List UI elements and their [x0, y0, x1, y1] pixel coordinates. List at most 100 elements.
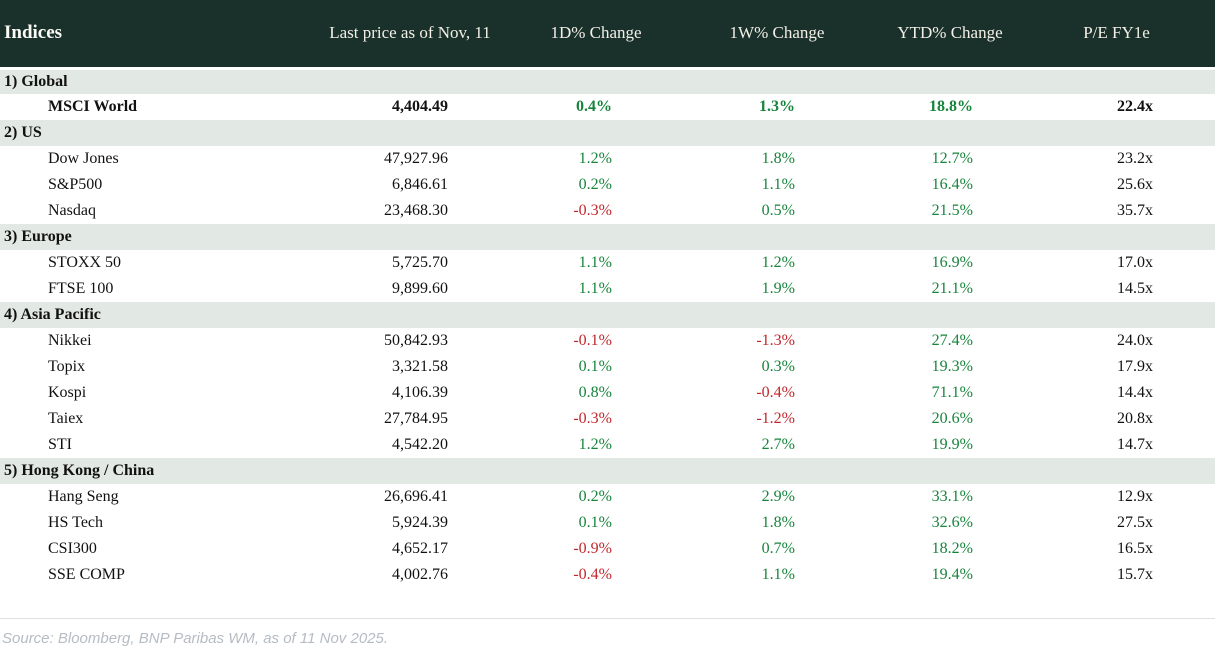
1d-change-cell: 0.8% — [578, 384, 612, 401]
ytd-change-cell: 19.4% — [931, 566, 973, 583]
table-row: S&P500 6,846.61 0.2% 1.1% 16.4% 25.6x — [0, 172, 1215, 198]
table-row: CSI300 4,652.17 -0.9% 0.7% 18.2% 16.5x — [0, 536, 1215, 562]
ytd-change-cell: 19.3% — [931, 358, 973, 375]
index-name-cell: Nasdaq — [48, 202, 96, 219]
1d-change-cell: -0.1% — [573, 332, 612, 349]
pe-fy1e-cell: 25.6x — [1117, 176, 1153, 193]
ytd-change-cell: 18.8% — [929, 98, 973, 115]
column-header-1w-change: 1W% Change — [672, 0, 882, 70]
1w-change-cell: 2.9% — [761, 488, 795, 505]
pe-fy1e-cell: 17.9x — [1117, 358, 1153, 375]
column-header-indices: Indices — [0, 0, 300, 70]
last-price-cell: 23,468.30 — [384, 202, 448, 219]
index-name-cell: Taiex — [48, 410, 84, 427]
table-row: Taiex 27,784.95 -0.3% -1.2% 20.6% 20.8x — [0, 406, 1215, 432]
table-row: Nikkei 50,842.93 -0.1% -1.3% 27.4% 24.0x — [0, 328, 1215, 354]
1d-change-cell: 0.1% — [578, 514, 612, 531]
pe-fy1e-cell: 17.0x — [1117, 254, 1153, 271]
1d-change-cell: 0.2% — [578, 488, 612, 505]
index-name-cell: CSI300 — [48, 540, 97, 557]
table-row: STOXX 50 5,725.70 1.1% 1.2% 16.9% 17.0x — [0, 250, 1215, 276]
1w-change-cell: -1.3% — [756, 332, 795, 349]
section-label: 5) Hong Kong / China — [0, 458, 1215, 484]
last-price-cell: 9,899.60 — [392, 280, 448, 297]
index-name-cell: Nikkei — [48, 332, 92, 349]
column-header-1d-change: 1D% Change — [520, 0, 672, 70]
section-label: 1) Global — [0, 68, 1215, 94]
1d-change-cell: -0.4% — [573, 566, 612, 583]
1w-change-cell: 0.3% — [761, 358, 795, 375]
section-label: 2) US — [0, 120, 1215, 146]
ytd-change-cell: 16.4% — [931, 176, 973, 193]
index-name-cell: S&P500 — [48, 176, 103, 193]
1d-change-cell: 1.2% — [578, 436, 612, 453]
1d-change-cell: 0.2% — [578, 176, 612, 193]
index-name-cell: SSE COMP — [48, 566, 125, 583]
1d-change-cell: -0.3% — [573, 202, 612, 219]
last-price-cell: 27,784.95 — [384, 410, 448, 427]
last-price-cell: 4,002.76 — [392, 566, 448, 583]
column-header-ytd-change: YTD% Change — [882, 0, 1018, 70]
table-row: Dow Jones 47,927.96 1.2% 1.8% 12.7% 23.2x — [0, 146, 1215, 172]
section-row: 1) Global — [0, 68, 1215, 94]
pe-fy1e-cell: 14.7x — [1117, 436, 1153, 453]
1d-change-cell: 1.1% — [578, 280, 612, 297]
ytd-change-cell: 20.6% — [931, 410, 973, 427]
ytd-change-cell: 16.9% — [931, 254, 973, 271]
section-label: 4) Asia Pacific — [0, 302, 1215, 328]
index-name-cell: Dow Jones — [48, 150, 119, 167]
source-note: Source: Bloomberg, BNP Paribas WM, as of… — [0, 618, 1215, 647]
1d-change-cell: 0.1% — [578, 358, 612, 375]
1d-change-cell: 0.4% — [576, 98, 612, 115]
1w-change-cell: 1.2% — [761, 254, 795, 271]
1w-change-cell: 1.3% — [759, 98, 795, 115]
table-row: Nasdaq 23,468.30 -0.3% 0.5% 21.5% 35.7x — [0, 198, 1215, 224]
last-price-cell: 26,696.41 — [384, 488, 448, 505]
last-price-cell: 4,542.20 — [392, 436, 448, 453]
pe-fy1e-cell: 22.4x — [1117, 98, 1153, 115]
pe-fy1e-cell: 35.7x — [1117, 202, 1153, 219]
1d-change-cell: -0.9% — [573, 540, 612, 557]
1w-change-cell: 2.7% — [761, 436, 795, 453]
section-row: 2) US — [0, 120, 1215, 146]
last-price-cell: 50,842.93 — [384, 332, 448, 349]
1d-change-cell: 1.2% — [578, 150, 612, 167]
table-row: STI 4,542.20 1.2% 2.7% 19.9% 14.7x — [0, 432, 1215, 458]
1d-change-cell: -0.3% — [573, 410, 612, 427]
ytd-change-cell: 27.4% — [931, 332, 973, 349]
pe-fy1e-cell: 23.2x — [1117, 150, 1153, 167]
last-price-cell: 3,321.58 — [392, 358, 448, 375]
1w-change-cell: 1.9% — [761, 280, 795, 297]
table-row: Kospi 4,106.39 0.8% -0.4% 71.1% 14.4x — [0, 380, 1215, 406]
pe-fy1e-cell: 24.0x — [1117, 332, 1153, 349]
1w-change-cell: 1.8% — [761, 514, 795, 531]
last-price-cell: 47,927.96 — [384, 150, 448, 167]
index-name-cell: STOXX 50 — [48, 254, 122, 271]
ytd-change-cell: 71.1% — [931, 384, 973, 401]
last-price-cell: 4,106.39 — [392, 384, 448, 401]
pe-fy1e-cell: 16.5x — [1117, 540, 1153, 557]
ytd-change-cell: 33.1% — [931, 488, 973, 505]
1w-change-cell: 0.5% — [761, 202, 795, 219]
ytd-change-cell: 18.2% — [931, 540, 973, 557]
section-row: 3) Europe — [0, 224, 1215, 250]
last-price-cell: 4,404.49 — [392, 98, 448, 115]
ytd-change-cell: 21.1% — [931, 280, 973, 297]
pe-fy1e-cell: 12.9x — [1117, 488, 1153, 505]
1w-change-cell: -1.2% — [756, 410, 795, 427]
pe-fy1e-cell: 15.7x — [1117, 566, 1153, 583]
table-row: MSCI World 4,404.49 0.4% 1.3% 18.8% 22.4x — [0, 94, 1215, 120]
section-row: 4) Asia Pacific — [0, 302, 1215, 328]
table-row: FTSE 100 9,899.60 1.1% 1.9% 21.1% 14.5x — [0, 276, 1215, 302]
last-price-cell: 6,846.61 — [392, 176, 448, 193]
1w-change-cell: 1.1% — [761, 176, 795, 193]
pe-fy1e-cell: 14.5x — [1117, 280, 1153, 297]
section-label: 3) Europe — [0, 224, 1215, 250]
table-row: Topix 3,321.58 0.1% 0.3% 19.3% 17.9x — [0, 354, 1215, 380]
index-name-cell: Kospi — [48, 384, 87, 401]
1w-change-cell: 1.1% — [761, 566, 795, 583]
pe-fy1e-cell: 27.5x — [1117, 514, 1153, 531]
indices-table: Indices Last price as of Nov, 11 1D% Cha… — [0, 0, 1215, 583]
index-name-cell: Topix — [48, 358, 86, 375]
